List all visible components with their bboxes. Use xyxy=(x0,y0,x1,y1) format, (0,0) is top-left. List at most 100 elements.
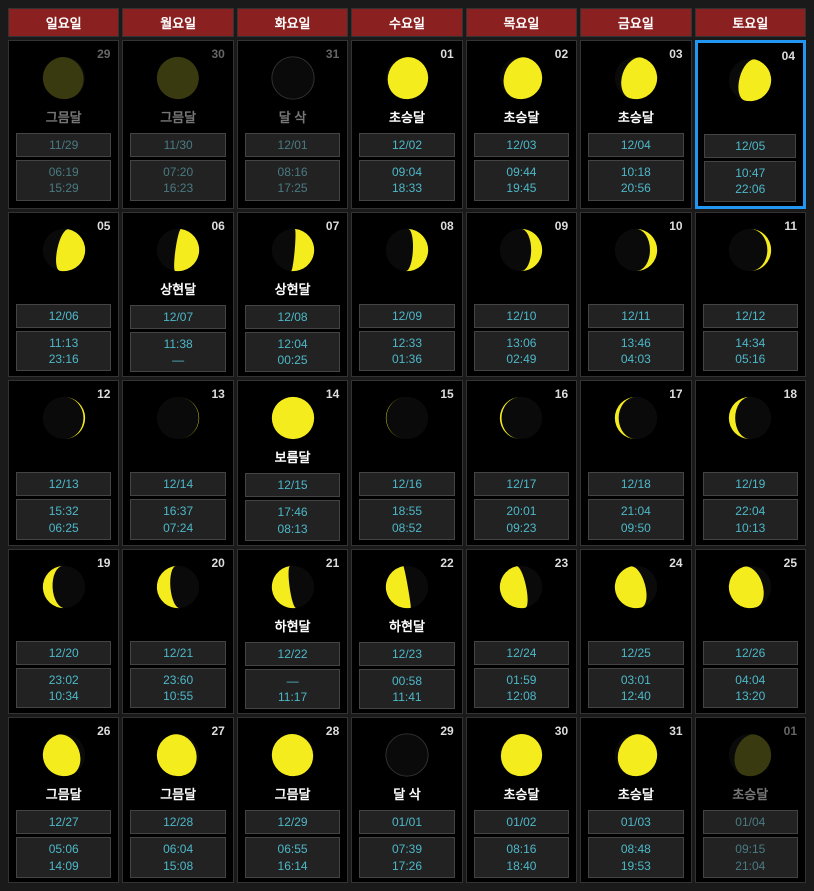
day-cell[interactable]: 22하현달12/2300:5811:41 xyxy=(351,549,462,715)
moonset-time: 00:25 xyxy=(246,352,339,368)
day-cell[interactable]: 27그믐달12/2806:0415:08 xyxy=(122,717,233,883)
moon-calendar: 일요일월요일화요일수요일목요일금요일토요일29그믐달11/2906:1915:2… xyxy=(8,8,806,883)
date-box: 12/01 xyxy=(245,133,340,157)
phase-name xyxy=(520,279,524,297)
moon-icon xyxy=(613,395,659,441)
date-box: 12/19 xyxy=(703,472,798,496)
times-box: 06:0415:08 xyxy=(130,837,225,877)
moonset-time: — xyxy=(131,352,224,368)
day-cell[interactable]: 20 12/2123:6010:55 xyxy=(122,549,233,715)
day-cell[interactable]: 19 12/2023:0210:34 xyxy=(8,549,119,715)
day-cell[interactable]: 14보름달12/1517:4608:13 xyxy=(237,380,348,546)
day-cell[interactable]: 23 12/2401:5912:08 xyxy=(466,549,577,715)
phase-name: 그믐달 xyxy=(160,784,196,803)
phase-name: 초승달 xyxy=(618,107,654,126)
day-cell[interactable]: 28그믐달12/2906:5516:14 xyxy=(237,717,348,883)
lunar-date: 12/26 xyxy=(704,645,797,661)
times-box: 08:4819:53 xyxy=(588,837,683,877)
day-cell[interactable]: 17 12/1821:0409:50 xyxy=(580,380,691,546)
times-box: 23:0210:34 xyxy=(16,668,111,708)
lunar-date: 12/16 xyxy=(360,476,453,492)
phase-name: 초승달 xyxy=(389,107,425,126)
day-cell[interactable]: 31달 삭12/0108:1617:25 xyxy=(237,40,348,209)
date-box: 12/18 xyxy=(588,472,683,496)
day-cell[interactable]: 03초승달12/0410:1820:56 xyxy=(580,40,691,209)
lunar-date: 12/09 xyxy=(360,308,453,324)
date-box: 12/21 xyxy=(130,641,225,665)
moonrise-time: 06:19 xyxy=(17,164,110,180)
moonrise-time: 03:01 xyxy=(589,672,682,688)
moonrise-time: 13:46 xyxy=(589,335,682,351)
date-box: 11/30 xyxy=(130,133,225,157)
day-cell[interactable]: 24 12/2503:0112:40 xyxy=(580,549,691,715)
moon-icon xyxy=(270,55,316,101)
times-box: 13:0602:49 xyxy=(474,331,569,371)
day-cell[interactable]: 21하현달12/22—11:17 xyxy=(237,549,348,715)
moonrise-time: 14:34 xyxy=(704,335,797,351)
day-number: 31 xyxy=(669,724,682,738)
times-box: 16:3707:24 xyxy=(130,499,225,539)
moonrise-time: 10:47 xyxy=(705,165,795,181)
lunar-date: 12/07 xyxy=(131,309,224,325)
day-cell[interactable]: 10 12/1113:4604:03 xyxy=(580,212,691,378)
day-number: 01 xyxy=(440,47,453,61)
times-box: 09:4419:45 xyxy=(474,160,569,200)
times-box: 21:0409:50 xyxy=(588,499,683,539)
date-box: 01/02 xyxy=(474,810,569,834)
day-number: 19 xyxy=(97,556,110,570)
day-cell[interactable]: 25 12/2604:0413:20 xyxy=(695,549,806,715)
day-cell[interactable]: 09 12/1013:0602:49 xyxy=(466,212,577,378)
day-cell[interactable]: 12 12/1315:3206:25 xyxy=(8,380,119,546)
day-cell[interactable]: 04 12/0510:4722:06 xyxy=(695,40,806,209)
day-cell[interactable]: 15 12/1618:5508:52 xyxy=(351,380,462,546)
moonrise-time: 06:55 xyxy=(246,841,339,857)
day-cell[interactable]: 01초승달12/0209:0418:33 xyxy=(351,40,462,209)
day-cell[interactable]: 30초승달01/0208:1618:40 xyxy=(466,717,577,883)
day-cell[interactable]: 11 12/1214:3405:16 xyxy=(695,212,806,378)
date-box: 12/25 xyxy=(588,641,683,665)
date-box: 12/02 xyxy=(359,133,454,157)
date-box: 12/12 xyxy=(703,304,798,328)
lunar-date: 12/14 xyxy=(131,476,224,492)
moonrise-time: 08:48 xyxy=(589,841,682,857)
day-cell[interactable]: 30그믐달11/3007:2016:23 xyxy=(122,40,233,209)
moonrise-time: 07:20 xyxy=(131,164,224,180)
day-cell[interactable]: 29달 삭01/0107:3917:26 xyxy=(351,717,462,883)
day-cell[interactable]: 26그믐달12/2705:0614:09 xyxy=(8,717,119,883)
lunar-date: 11/29 xyxy=(17,137,110,153)
moon-icon xyxy=(498,55,544,101)
day-cell[interactable]: 18 12/1922:0410:13 xyxy=(695,380,806,546)
date-box: 12/16 xyxy=(359,472,454,496)
day-number: 27 xyxy=(211,724,224,738)
date-box: 12/10 xyxy=(474,304,569,328)
day-cell[interactable]: 07상현달12/0812:0400:25 xyxy=(237,212,348,378)
moonrise-time: 15:32 xyxy=(17,503,110,519)
day-number: 30 xyxy=(555,724,568,738)
moon-icon xyxy=(270,227,316,273)
moonrise-time: 23:60 xyxy=(131,672,224,688)
moonset-time: 11:17 xyxy=(246,689,339,705)
phase-name: 달 삭 xyxy=(279,107,307,126)
date-box: 12/13 xyxy=(16,472,111,496)
phase-name xyxy=(62,447,66,465)
day-cell[interactable]: 01초승달01/0409:1521:04 xyxy=(695,717,806,883)
day-cell[interactable]: 29그믐달11/2906:1915:29 xyxy=(8,40,119,209)
day-cell[interactable]: 31초승달01/0308:4819:53 xyxy=(580,717,691,883)
day-cell[interactable]: 06상현달12/0711:38— xyxy=(122,212,233,378)
day-cell[interactable]: 08 12/0912:3301:36 xyxy=(351,212,462,378)
day-number: 30 xyxy=(211,47,224,61)
date-box: 12/14 xyxy=(130,472,225,496)
moon-icon xyxy=(270,395,316,441)
day-cell[interactable]: 02초승달12/0309:4419:45 xyxy=(466,40,577,209)
date-box: 12/11 xyxy=(588,304,683,328)
day-cell[interactable]: 13 12/1416:3707:24 xyxy=(122,380,233,546)
lunar-date: 01/03 xyxy=(589,814,682,830)
times-box: 07:2016:23 xyxy=(130,160,225,200)
day-number: 06 xyxy=(211,219,224,233)
day-cell[interactable]: 16 12/1720:0109:23 xyxy=(466,380,577,546)
moonrise-time: 18:55 xyxy=(360,503,453,519)
phase-name xyxy=(748,447,752,465)
moon-icon xyxy=(155,564,201,610)
moon-icon xyxy=(41,227,87,273)
day-cell[interactable]: 05 12/0611:1323:16 xyxy=(8,212,119,378)
